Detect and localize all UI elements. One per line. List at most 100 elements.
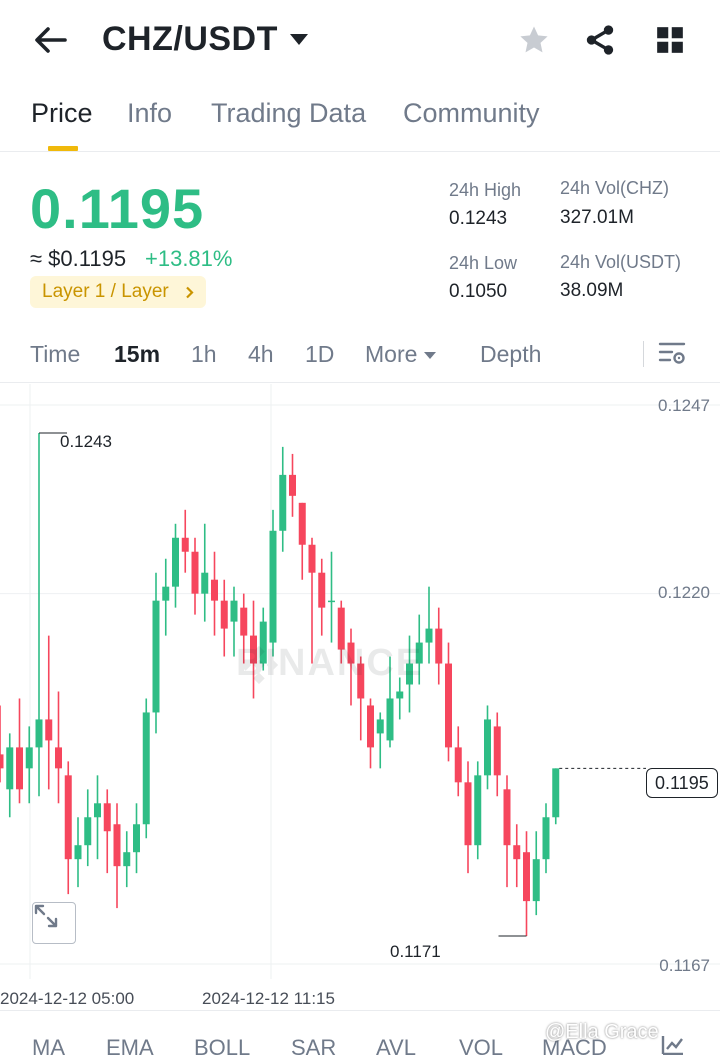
interval-1h[interactable]: 1h [191, 341, 217, 367]
indicator-settings-icon[interactable] [660, 1033, 686, 1055]
candle-body [103, 803, 111, 832]
candle-body [532, 859, 540, 902]
candle-body [0, 754, 4, 769]
candle-body [308, 544, 316, 573]
credit-text: @Ella Grace [545, 1021, 659, 1043]
interval-depth[interactable]: Depth [480, 341, 542, 367]
candle-body [513, 845, 521, 860]
candle-body [6, 747, 14, 790]
high-marker-label: 0.1243 [60, 432, 112, 451]
x-tick-label: 2024-12-12 05:00 [0, 989, 135, 1008]
low-marker-label: 0.1171 [390, 942, 441, 961]
candle-body [445, 663, 452, 748]
candle-body [84, 817, 92, 846]
indicator-boll[interactable]: BOLL [194, 1035, 251, 1055]
category-tag[interactable]: Layer 1 / Layer [30, 276, 206, 308]
interval-4h[interactable]: 4h [248, 341, 274, 367]
candle-body [201, 572, 209, 594]
low-24h-value: 0.1050 [449, 281, 508, 302]
candle-body [55, 747, 62, 769]
candle-body [484, 719, 491, 776]
candle-body [142, 712, 150, 825]
candle-body [542, 817, 550, 860]
tab-price[interactable]: Price [31, 98, 93, 128]
pair-selector[interactable]: CHZ/USDT [102, 20, 308, 59]
candle-body [269, 530, 277, 643]
indicator-ema[interactable]: EMA [106, 1035, 154, 1055]
vol-quote-label: 24h Vol(USDT) [560, 252, 682, 272]
pair-name: CHZ/USDT [102, 20, 278, 58]
low-24h-label: 24h Low [449, 253, 518, 273]
candle-body [259, 621, 267, 664]
back-arrow-icon [35, 27, 67, 53]
candle-body [230, 600, 238, 622]
candle-body [347, 642, 355, 664]
last-price: 0.1195 [30, 177, 205, 240]
interval-time[interactable]: Time [30, 341, 81, 367]
candle-body [298, 502, 306, 545]
tab-community[interactable]: Community [403, 98, 540, 128]
tab-trading-data[interactable]: Trading Data [211, 98, 367, 128]
candle-body [211, 579, 218, 601]
interval-more-label: More [365, 341, 418, 367]
y-tick-label: 0.1167 [659, 956, 710, 975]
candle-body [123, 852, 131, 867]
star-icon [520, 26, 548, 53]
chart-canvas [0, 384, 720, 979]
caret-down-icon [289, 34, 308, 45]
candle-body [191, 551, 199, 594]
watermark: BINANCE [236, 642, 423, 685]
interval-more[interactable]: More [365, 341, 437, 368]
vol-base-value: 327.01M [560, 207, 634, 228]
indicator-ma[interactable]: MA [32, 1035, 65, 1055]
interval-15m[interactable]: 15m [114, 341, 161, 367]
x-tick-label: 2024-12-12 11:15 [202, 989, 335, 1008]
candle-body [406, 663, 413, 685]
watermark-text: BINANCE [236, 642, 424, 684]
interval-bar: Time 15m 1h 4h 1D More Depth [0, 327, 720, 383]
candle-body [523, 852, 530, 902]
candle-body [16, 747, 23, 790]
candle-body [435, 628, 443, 664]
candle-body [328, 600, 335, 603]
candle-body [181, 537, 189, 552]
tab-info[interactable]: Info [127, 98, 173, 128]
interval-1d[interactable]: 1D [305, 341, 335, 367]
binance-logo-icon [239, 645, 279, 685]
candle-body [152, 600, 160, 713]
grid-button[interactable] [650, 20, 690, 60]
candle-body [386, 698, 394, 741]
candle-body [172, 537, 179, 587]
chart-settings-icon[interactable] [658, 341, 686, 367]
y-tick-label: 0.1220 [658, 583, 710, 602]
candlestick-chart[interactable]: BINANCE 0.1247 0.1220 0.1167 2024-12-12 … [0, 384, 720, 1010]
fiat-price: ≈ $0.1195 [30, 246, 127, 271]
expand-icon [34, 904, 58, 928]
candle-body [337, 607, 345, 650]
candle-body [25, 747, 33, 769]
candle-body [279, 474, 287, 531]
indicator-macd[interactable]: MACD [542, 1035, 607, 1055]
candle-body [133, 824, 140, 853]
fullscreen-button[interactable] [32, 902, 76, 944]
candle-body [240, 607, 248, 636]
candle-body [367, 705, 374, 748]
indicator-sar[interactable]: SAR [291, 1035, 337, 1055]
caret-down-icon [424, 352, 437, 360]
vol-base-label: 24h Vol(CHZ) [560, 178, 670, 198]
candle-body [474, 775, 482, 846]
indicator-vol[interactable]: VOL [459, 1035, 504, 1055]
candle-body [113, 824, 121, 867]
candle-body [503, 789, 511, 846]
candle-body [64, 775, 72, 860]
candle-body [464, 782, 472, 846]
back-button[interactable] [28, 18, 72, 62]
candle-body [220, 600, 228, 629]
share-button[interactable] [580, 20, 620, 60]
favorite-button[interactable] [514, 20, 554, 60]
indicator-avl[interactable]: AVL [376, 1035, 416, 1055]
candle-body [94, 803, 101, 818]
y-tick-label: 0.1247 [658, 396, 710, 415]
last-price-marker: 0.1195 [646, 768, 718, 798]
candle-body [493, 726, 501, 776]
